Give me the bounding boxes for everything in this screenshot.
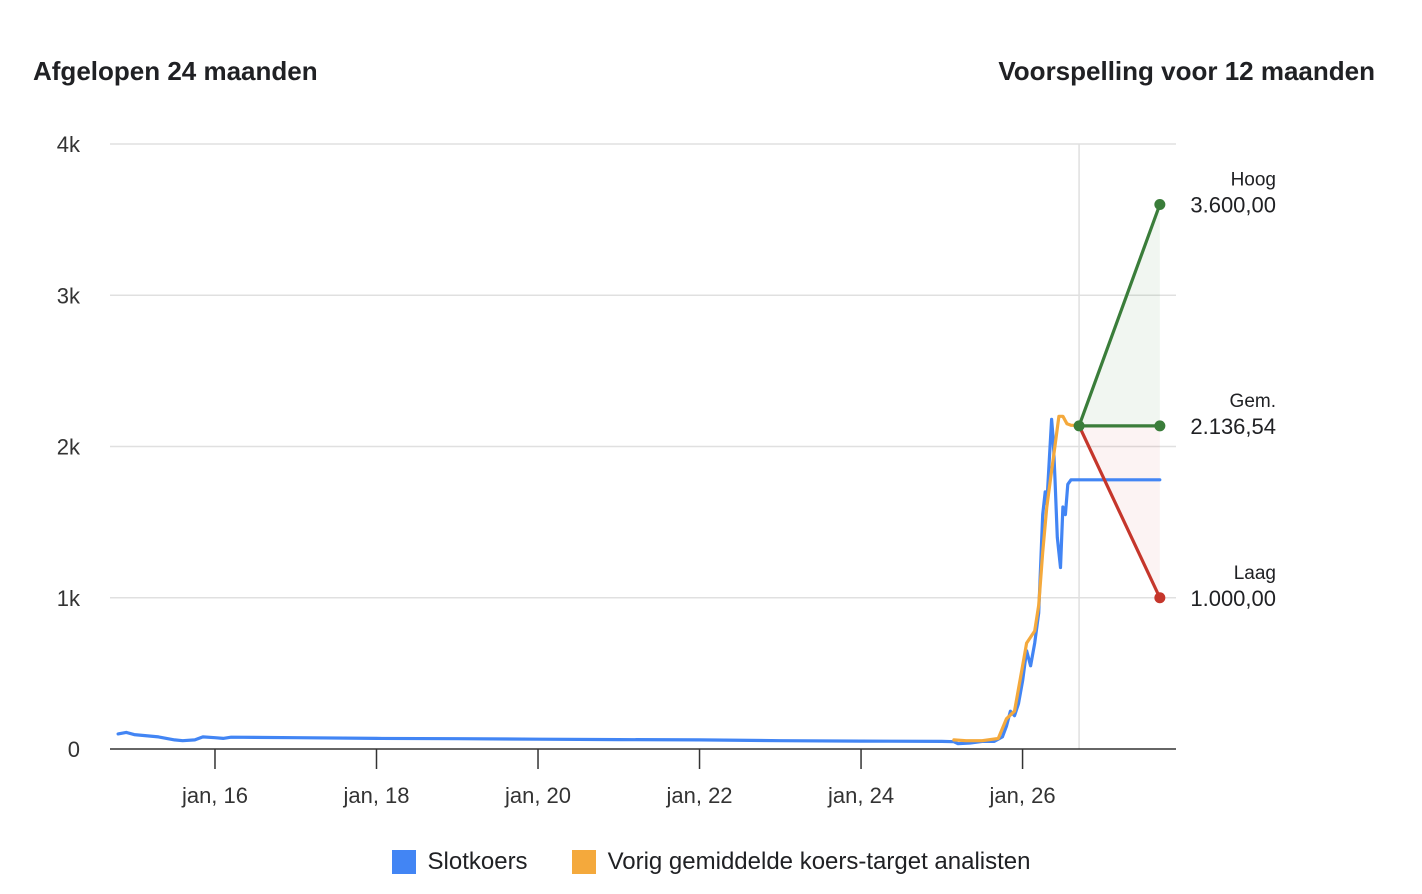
x-tick-label-1: jan, 18 (342, 783, 409, 808)
x-tick-label-2: jan, 20 (504, 783, 571, 808)
forecast-high-line (1077, 203, 1162, 427)
x-tick-label-5: jan, 26 (989, 783, 1056, 808)
forecast-start-marker (1073, 420, 1085, 432)
legend-swatch-close (391, 850, 416, 874)
forecast-low-label: Laag (1234, 563, 1276, 584)
x-tick-label-0: jan, 16 (181, 783, 248, 808)
close-price-line (116, 417, 1162, 746)
forecast-average-label: Gem. (1230, 391, 1276, 412)
forecast-low-line (1077, 425, 1162, 599)
forecast-average-value: 2.136,54 (1190, 414, 1276, 439)
legend-item-close[interactable]: Slotkoers (391, 848, 528, 876)
forecast-high-marker (1154, 199, 1166, 210)
legend-item-target[interactable]: Vorig gemiddelde koers-target analisten (571, 848, 1031, 876)
y-tick-label-0: 0 (68, 737, 80, 762)
analyst-target-line (952, 414, 1081, 743)
y-tick-label-3: 3k (57, 283, 81, 308)
forecast-high-value: 3.600,00 (1190, 193, 1276, 218)
forecast-average-marker (1154, 420, 1166, 432)
grid-layer (110, 143, 1176, 749)
forecast-period-title: Voorspelling voor 12 maanden (998, 56, 1375, 86)
forecast-layer (1073, 199, 1166, 604)
past-period-title: Afgelopen 24 maanden (33, 56, 318, 86)
x-tick-label-3: jan, 22 (665, 783, 732, 808)
y-tick-label-2: 2k (57, 435, 81, 460)
legend: Slotkoers Vorig gemiddelde koers-target … (0, 848, 1422, 876)
series-layer (116, 414, 1162, 746)
x-tick-label-4: jan, 24 (827, 783, 894, 808)
forecast-high-label: Hoog (1231, 170, 1276, 191)
forecast-low-marker (1154, 592, 1166, 604)
legend-swatch-target (571, 850, 596, 874)
axis-layer (110, 748, 1176, 769)
label-layer: 0 1k 2k 3k 4k jan, 16 jan, 18 jan, 20 jan, 22 jan… (57, 132, 1276, 808)
y-tick-label-1: 1k (57, 586, 81, 611)
legend-label-target: Vorig gemiddelde koers-target analisten (607, 848, 1031, 875)
y-tick-label-4: 4k (57, 132, 81, 157)
forecast-low-value: 1.000,00 (1190, 586, 1276, 611)
legend-label-close: Slotkoers (427, 848, 528, 875)
forecast-fill-layer (1079, 204, 1160, 598)
